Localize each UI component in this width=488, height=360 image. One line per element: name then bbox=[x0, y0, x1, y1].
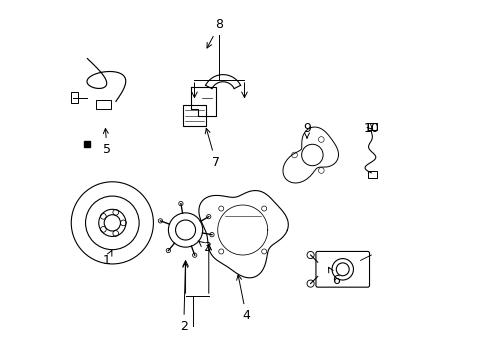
Text: 2: 2 bbox=[180, 262, 187, 333]
Bar bbox=[367, 123, 376, 130]
Text: 3: 3 bbox=[198, 241, 210, 255]
Bar bbox=[367, 171, 376, 178]
Text: 5: 5 bbox=[103, 129, 111, 156]
Text: 9: 9 bbox=[303, 122, 310, 138]
Text: 10: 10 bbox=[363, 122, 379, 135]
Circle shape bbox=[179, 202, 183, 206]
Bar bbox=[96, 100, 110, 109]
Text: 7: 7 bbox=[205, 129, 220, 168]
Circle shape bbox=[192, 253, 197, 257]
Bar bbox=[71, 93, 78, 103]
Text: 4: 4 bbox=[236, 275, 250, 322]
Circle shape bbox=[209, 233, 214, 237]
Circle shape bbox=[166, 248, 170, 253]
Text: 6: 6 bbox=[328, 267, 339, 287]
Text: 1: 1 bbox=[103, 251, 112, 267]
Circle shape bbox=[158, 219, 162, 223]
Bar bbox=[183, 105, 205, 126]
Text: 8: 8 bbox=[206, 18, 223, 48]
Circle shape bbox=[206, 215, 210, 219]
